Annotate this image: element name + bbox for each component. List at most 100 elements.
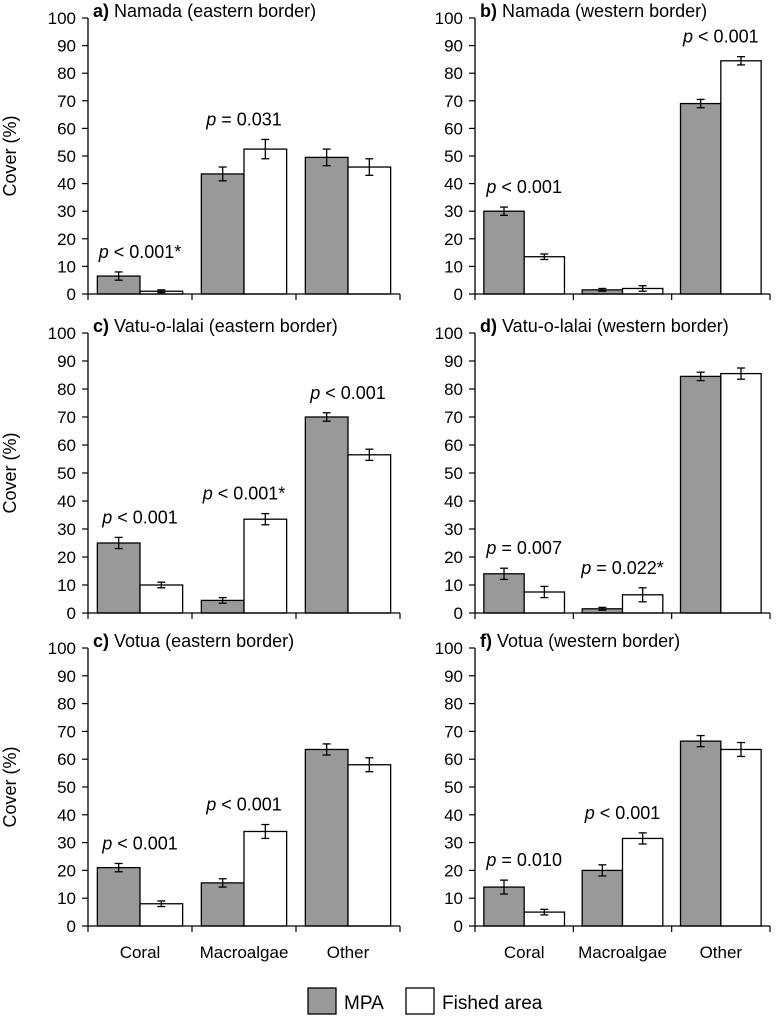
p-value-text: < 0.001 [595, 803, 661, 823]
y-tick-label: 80 [57, 695, 76, 714]
bar-fished-macroalgae [243, 830, 288, 927]
y-tick-label: 40 [57, 806, 76, 825]
y-tick-label: 70 [57, 722, 76, 741]
y-tick-label: 80 [57, 64, 76, 83]
p-value-text: = 0.010 [496, 850, 562, 870]
y-tick-label: 20 [57, 861, 76, 880]
error-bar [598, 864, 607, 877]
p-value-text: < 0.001 [496, 177, 562, 197]
bar-mpa-other [304, 416, 349, 614]
y-tick-label: 60 [57, 436, 76, 455]
p-value-symbol: p [205, 109, 216, 129]
p-value-text: < 0.001 [320, 383, 386, 403]
bar-fished-other [720, 748, 762, 927]
error-bar [540, 908, 549, 916]
p-value-text: < 0.001 [216, 795, 282, 815]
y-tick-label: 90 [57, 37, 76, 56]
y-tick-label: 0 [67, 285, 76, 304]
error-bar [218, 166, 227, 182]
p-value-text: < 0.001* [109, 242, 182, 262]
p-value-symbol: p [202, 484, 213, 504]
y-tick-label: 60 [444, 436, 463, 455]
y-tick-label: 50 [57, 147, 76, 166]
y-tick-label: 30 [57, 520, 76, 539]
y-tick-label: 40 [57, 175, 76, 194]
y-tick-label: 20 [57, 230, 76, 249]
y-tick-label: 60 [444, 750, 463, 769]
y-tick-label: 70 [57, 92, 76, 111]
bar-mpa-macroalgae [200, 882, 245, 927]
y-tick-label: 90 [444, 352, 463, 371]
y-tick-label: 80 [444, 380, 463, 399]
bar-fished-other [720, 60, 762, 295]
error-bar [500, 879, 509, 895]
bar-fished-other [347, 454, 392, 614]
x-category-label: Macroalgae [578, 943, 667, 962]
y-tick-label: 10 [444, 889, 463, 908]
bar-mpa-other [304, 748, 349, 927]
error-bar [365, 158, 374, 176]
y-tick-label: 30 [444, 520, 463, 539]
panel-label: d) [480, 316, 497, 336]
p-value-annotation: p = 0.031 [205, 109, 282, 129]
bar-fished-other [347, 166, 392, 295]
chart-panel: 0 10 20 30 40 50 60 70 80 90 100 b) Namada (western… [435, 1, 771, 304]
error-bar [114, 862, 123, 873]
p-value-symbol: p [101, 833, 112, 853]
panel-label: f) [480, 631, 492, 651]
p-value-symbol: p [584, 803, 595, 823]
bar-fished-other [347, 764, 392, 927]
y-tick-label: 10 [57, 889, 76, 908]
p-value-symbol: p [485, 850, 496, 870]
error-bar [261, 138, 270, 160]
error-bar [736, 741, 745, 758]
bar-fished-coral [523, 256, 566, 295]
p-value-text: = 0.007 [496, 538, 562, 558]
p-value-annotation: p < 0.001 [309, 383, 386, 403]
bar-fished-macroalgae [243, 518, 288, 614]
y-tick-label: 10 [444, 576, 463, 595]
y-tick-label: 100 [48, 639, 76, 658]
y-tick-label: 50 [444, 464, 463, 483]
y-axis-label: Cover (%) [0, 746, 20, 827]
y-tick-label: 90 [57, 352, 76, 371]
error-bar [696, 371, 705, 382]
y-tick-label: 40 [444, 175, 463, 194]
y-tick-label: 100 [435, 324, 463, 343]
p-value-annotation: p = 0.022* [580, 558, 664, 578]
bar-fished-coral [139, 584, 184, 614]
p-value-symbol: p [101, 507, 112, 527]
y-tick-label: 20 [444, 548, 463, 567]
y-tick-label: 50 [57, 778, 76, 797]
panel-title-text: Namada (western border) [502, 1, 707, 21]
p-value-symbol: p [98, 242, 109, 262]
panel-title: d) Vatu-o-lalai (western border) [480, 316, 729, 336]
y-tick-label: 90 [444, 667, 463, 686]
error-bar [114, 536, 123, 550]
panel-title: c) Votua (eastern border) [93, 631, 294, 651]
error-bar [598, 287, 607, 292]
bar-mpa-macroalgae [581, 869, 624, 927]
legend-swatch-fished [405, 987, 435, 1015]
panel-title-text: Vatu-o-lalai (western border) [502, 316, 729, 336]
error-bar [365, 448, 374, 462]
y-tick-label: 100 [48, 9, 76, 28]
y-tick-label: 0 [67, 917, 76, 936]
error-bar [322, 148, 331, 167]
error-bar [157, 900, 166, 908]
error-bar [500, 206, 509, 216]
p-value-symbol: p [485, 177, 496, 197]
y-tick-label: 30 [57, 202, 76, 221]
error-bar [322, 743, 331, 756]
y-tick-label: 60 [444, 119, 463, 138]
panel-title: b) Namada (western border) [480, 1, 707, 21]
panel-label: c) [93, 631, 109, 651]
y-tick-label: 50 [444, 147, 463, 166]
y-tick-label: 0 [454, 285, 463, 304]
error-bar [598, 606, 607, 611]
error-bar [261, 823, 270, 840]
bar-mpa-coral [483, 210, 525, 295]
x-category-label: Other [327, 943, 370, 962]
legend-swatch-mpa [307, 987, 337, 1015]
p-value-text: < 0.001 [112, 507, 178, 527]
